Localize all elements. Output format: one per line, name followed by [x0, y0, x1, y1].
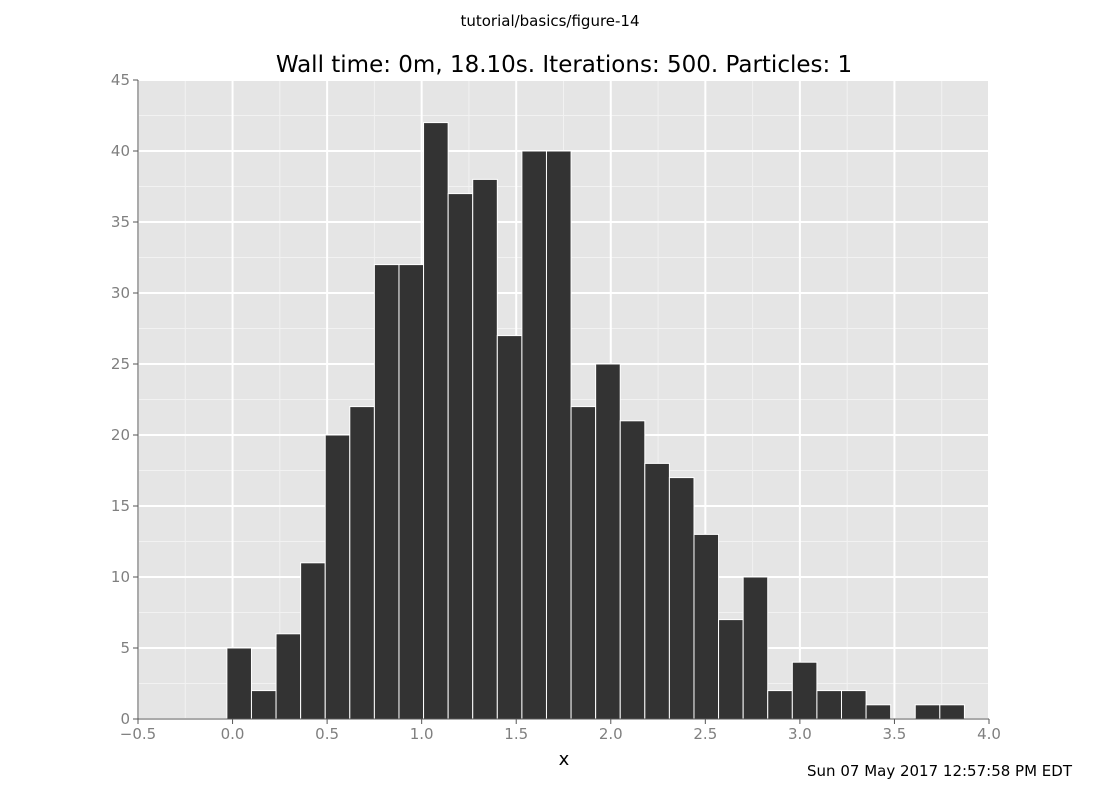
x-axis-label: x	[559, 749, 570, 770]
y-tick-label: 45	[111, 71, 130, 89]
histogram-bar	[939, 704, 965, 720]
y-tick-label: 35	[111, 213, 130, 231]
histogram-bar	[349, 406, 375, 720]
y-tick-label: 5	[120, 639, 130, 657]
histogram-bar	[324, 434, 351, 720]
histogram-bar	[840, 690, 867, 720]
axes: −0.5 0.0 0.5 1.0 1.5 2.0 2.5 3.0 3.5 4.0 0 5 10 15 20 2…	[111, 71, 1001, 743]
histogram-bar	[644, 462, 670, 720]
x-tick-label: 3.0	[788, 725, 812, 743]
histogram-bar	[668, 477, 695, 720]
histogram-bar	[398, 264, 425, 720]
histogram-bar	[595, 363, 621, 720]
x-tick-label: 1.5	[504, 725, 528, 743]
x-tick-label: 2.0	[599, 725, 623, 743]
histogram-bar	[619, 420, 646, 720]
y-tick-label: 0	[120, 710, 130, 728]
histogram-bar	[521, 150, 547, 720]
histogram-bar	[226, 647, 252, 720]
x-tick-label: 4.0	[977, 725, 1001, 743]
histogram-bar	[472, 178, 498, 720]
y-tick-label: 30	[111, 284, 130, 302]
histogram-bar	[250, 690, 277, 720]
x-tick-label: 0.5	[315, 725, 339, 743]
y-tick-label: 25	[111, 355, 130, 373]
histogram-bar	[373, 264, 400, 720]
x-tick-label: −0.5	[120, 725, 156, 743]
histogram-bar	[570, 406, 597, 720]
x-tick-label: 0.0	[221, 725, 245, 743]
histogram-bar	[718, 619, 744, 720]
y-tick-label: 10	[111, 568, 130, 586]
figure-suptitle: tutorial/basics/figure-14	[460, 12, 640, 30]
histogram-bar	[742, 576, 769, 720]
histogram-bar	[791, 661, 818, 720]
histogram-bar	[865, 704, 892, 720]
x-tick-label: 3.5	[883, 725, 907, 743]
histogram-bar	[275, 633, 302, 720]
y-tick-label: 15	[111, 497, 130, 515]
histogram-bar	[767, 690, 793, 720]
y-tick-label: 40	[111, 142, 130, 160]
histogram-bar	[300, 562, 326, 720]
histogram-bar	[423, 122, 449, 720]
histogram-bar	[693, 533, 720, 720]
x-tick-label: 2.5	[693, 725, 717, 743]
y-tick-label: 20	[111, 426, 130, 444]
histogram-bar	[914, 704, 941, 720]
histogram-bar	[447, 193, 474, 720]
histogram-bar	[545, 150, 572, 720]
x-tick-label: 1.0	[410, 725, 434, 743]
figure-timestamp: Sun 07 May 2017 12:57:58 PM EDT	[807, 762, 1072, 780]
chart-title: Wall time: 0m, 18.10s. Iterations: 500. …	[276, 52, 852, 78]
histogram-bar	[496, 335, 523, 720]
histogram-bar	[816, 690, 842, 720]
